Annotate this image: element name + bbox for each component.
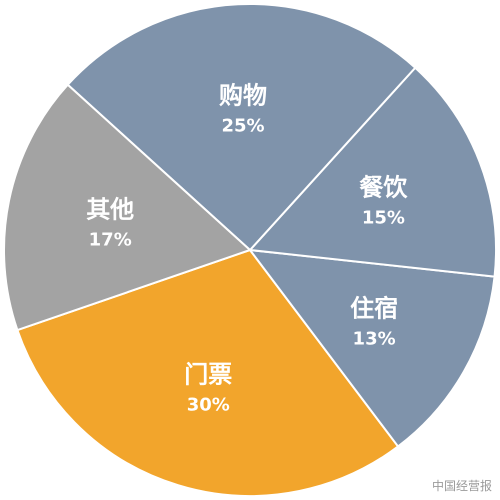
pie-slice-label-1: 住宿 (350, 295, 398, 323)
watermark-text: 中国经营报 (431, 479, 492, 493)
pie-slice-label-0: 门票 (184, 360, 232, 388)
pie-slice-2 (249, 66, 497, 278)
pie-slice-value-label-0: 30% (187, 394, 230, 415)
pie-slice-value-label-4: 17% (89, 229, 132, 250)
pie-slice-1 (249, 249, 496, 448)
pie-slice-3 (66, 3, 417, 251)
pie-slice-label-3: 购物 (219, 82, 267, 110)
pie-slice-value-label-1: 13% (353, 329, 396, 350)
pie-slice-label-4: 其他 (86, 195, 134, 223)
pie-slice-value-label-2: 15% (362, 207, 405, 228)
pie-slice-label-2: 餐饮 (359, 173, 408, 201)
pie-slice-4 (3, 83, 251, 332)
pie-slice-0 (16, 249, 400, 497)
pie-slice-value-label-3: 25% (221, 116, 264, 137)
pie-slices (3, 3, 497, 497)
pie-labels: 门票 30% 住宿 13% 餐饮 15% 购物 25% 其他 17% (86, 82, 408, 416)
